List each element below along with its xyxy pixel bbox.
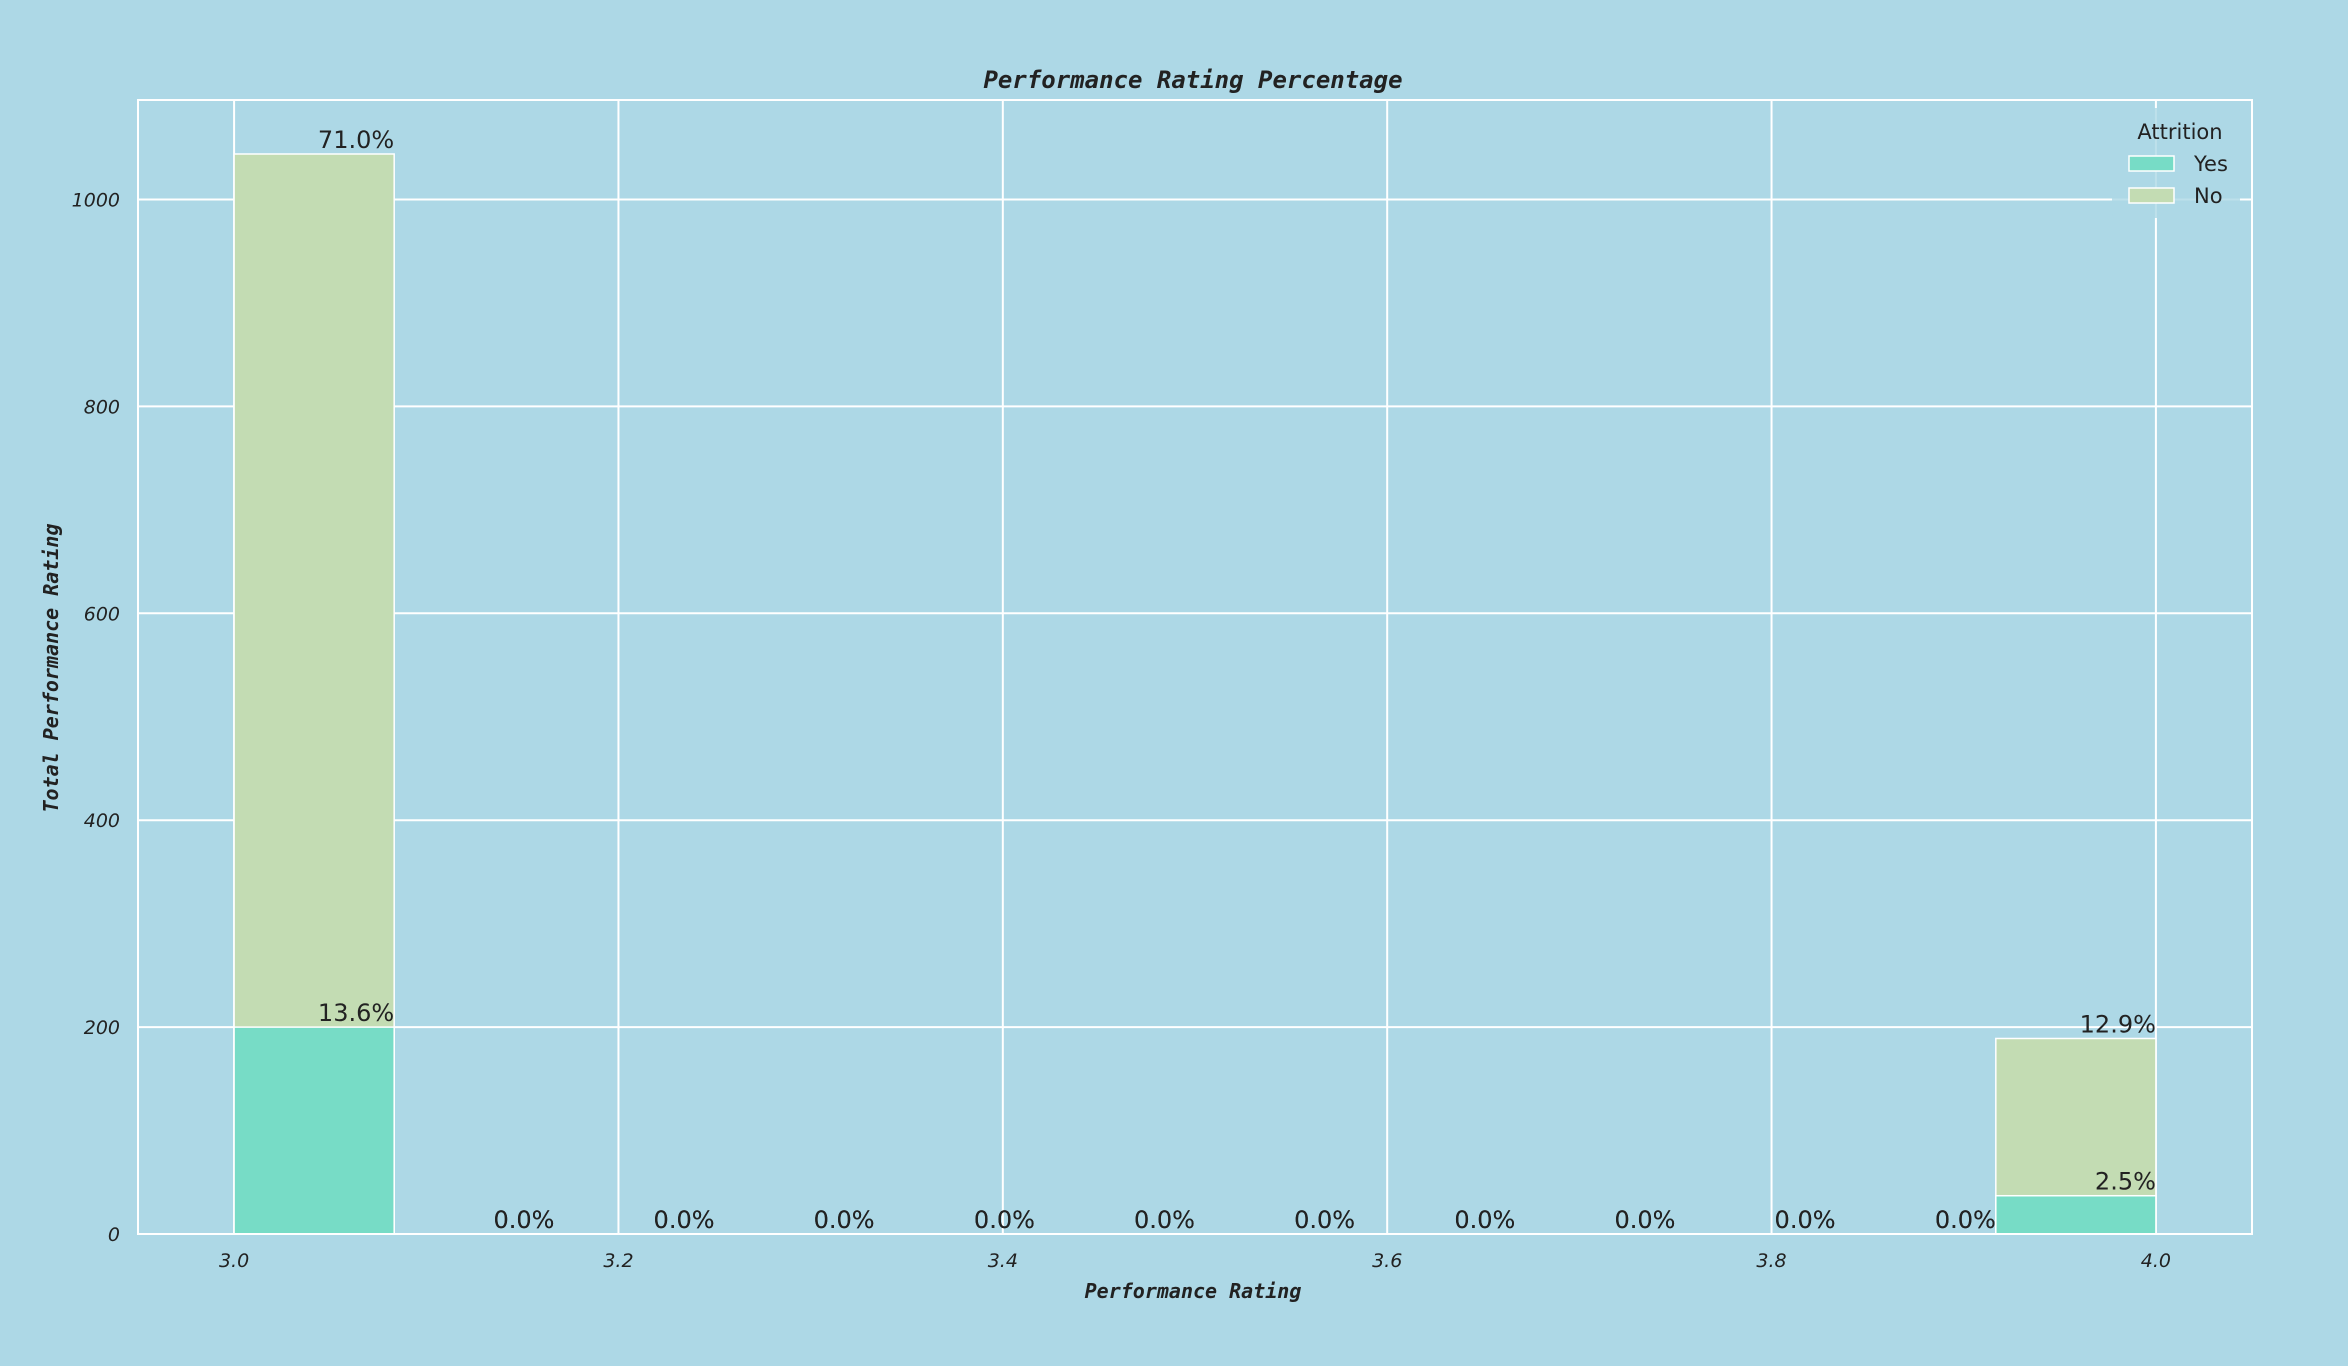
x-tick-label: 4.0 [2141,1250,2171,1272]
data-label: 0.0% [1935,1206,1996,1234]
y-tick-label: 200 [84,1017,120,1039]
data-label: 0.0% [1775,1206,1836,1234]
data-label: 0.0% [1775,1206,1836,1234]
data-label: 0.0% [1294,1206,1355,1234]
plot-frame [137,99,2253,1235]
data-label: 0.0% [1134,1206,1195,1234]
data-label: 0.0% [654,1206,715,1234]
bar [1995,1194,2157,1235]
chart-title: Performance Rating Percentage [983,66,1402,94]
data-label: 0.0% [1614,1206,1675,1234]
legend-title: Attrition [2137,120,2222,144]
data-label: 0.0% [1294,1206,1355,1234]
x-tick-label: 3.2 [603,1250,633,1272]
data-label: 0.0% [974,1206,1035,1234]
legend-label: No [2194,184,2223,208]
data-label: 0.0% [1614,1206,1675,1234]
data-label: 0.0% [1134,1206,1195,1234]
data-label: 2.5% [2095,1168,2156,1196]
y-tick-label: 400 [84,810,120,832]
y-tick-label: 0 [108,1224,120,1246]
y-tick-label: 1000 [72,190,120,212]
y-axis-label: Total Performance Rating [39,524,63,813]
data-label: 0.0% [974,1206,1035,1234]
x-tick-label: 3.6 [1372,1250,1402,1272]
data-label: 71.0% [318,126,394,154]
data-label: 0.0% [1454,1206,1515,1234]
legend-swatch [2128,187,2175,204]
data-label: 0.0% [654,1206,715,1234]
y-tick-label: 800 [84,396,120,418]
data-label: 12.9% [2080,1010,2156,1038]
y-tick-label: 600 [84,603,120,625]
data-label: 0.0% [814,1206,875,1234]
data-label: 13.6% [318,999,394,1027]
legend-swatch [2128,155,2175,172]
x-axis-label: Performance Rating [1085,1279,1302,1303]
bar [233,1026,395,1235]
x-tick-label: 3.8 [1756,1250,1786,1272]
x-tick-label: 3.4 [988,1250,1018,1272]
x-tick-label: 3.0 [219,1250,249,1272]
data-label: 0.0% [814,1206,875,1234]
data-label: 0.0% [1935,1206,1996,1234]
data-label: 0.0% [493,1206,554,1234]
data-label: 0.0% [1454,1206,1515,1234]
legend-label: Yes [2193,152,2228,176]
data-label: 0.0% [493,1206,554,1234]
